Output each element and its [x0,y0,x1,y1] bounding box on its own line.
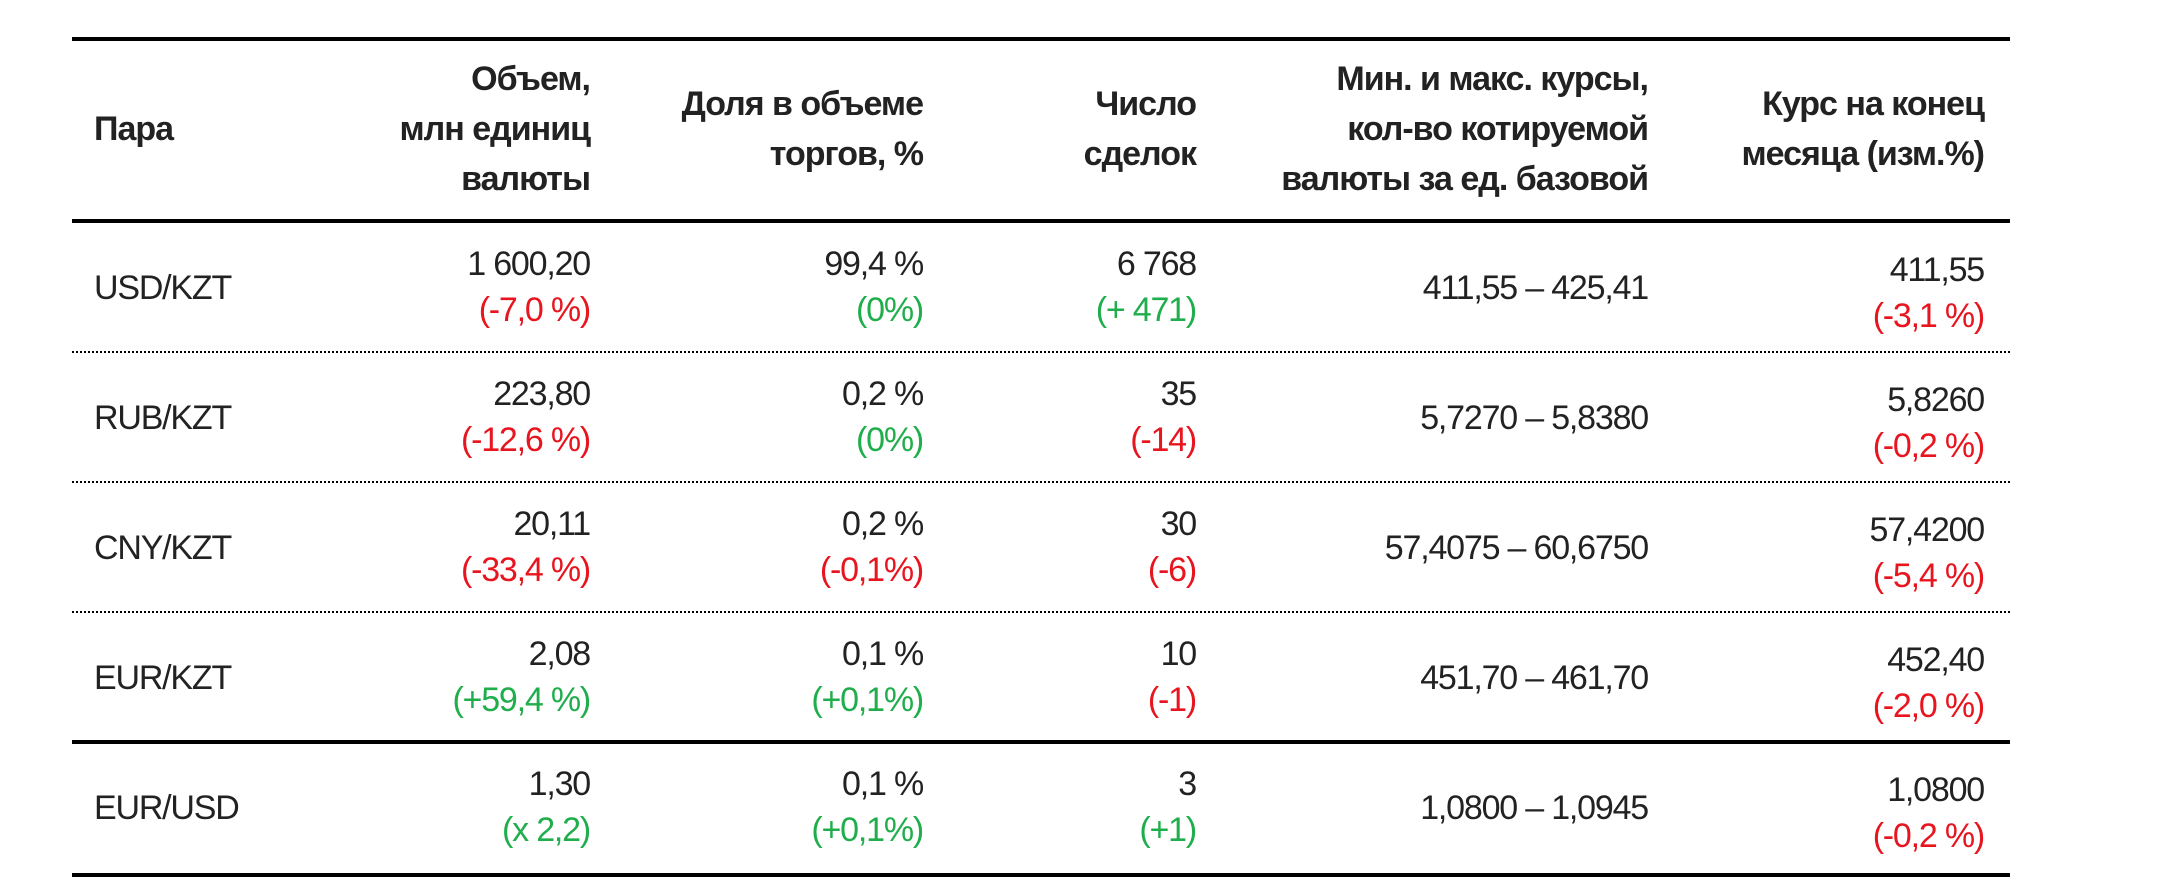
value: 0,2 % [842,375,924,413]
header-cell: Мин. и макс. курсы, [1336,60,1649,98]
change: (-6) [1147,551,1197,589]
rule [72,873,2010,877]
change: (+0,1%) [811,811,924,849]
value: 223,80 [493,375,591,413]
value: 1 600,20 [467,245,591,283]
change: (-0,2 %) [1872,427,1986,465]
range: 411,55 – 425,41 [1422,269,1649,307]
pair-cell: EUR/KZT [94,659,232,697]
change: (-3,1 %) [1872,297,1986,335]
value: 99,4 % [824,245,924,283]
change: (+1) [1139,811,1197,849]
rule [72,219,2010,223]
change: (0%) [856,291,924,329]
change: (+0,1%) [811,681,924,719]
change: (-12,6 %) [460,421,591,459]
value: 1,0800 [1887,771,1985,809]
rule [72,481,2010,483]
change: (-5,4 %) [1872,557,1986,595]
value: 2,08 [528,635,592,673]
pair-cell: RUB/KZT [94,399,232,437]
rule [72,37,2010,41]
header-cell: валюты [461,160,591,198]
change: (+59,4 %) [452,681,591,719]
rule [72,740,2010,744]
value: 452,40 [1887,641,1985,679]
value: 1,30 [528,765,592,803]
change: (-33,4 %) [460,551,591,589]
change: (-2,0 %) [1872,687,1986,725]
range: 57,4075 – 60,6750 [1384,529,1649,567]
value: 20,11 [513,505,591,543]
pair-cell: CNY/KZT [94,529,232,567]
value: 5,8260 [1887,381,1985,419]
range: 5,7270 – 5,8380 [1420,399,1649,437]
header-cell: кол-во котируемой [1347,110,1649,148]
value: 411,55 [1889,251,1985,289]
change: (0%) [856,421,924,459]
value: 3 [1178,765,1197,803]
rule [72,351,2010,353]
change: (+ 471) [1095,291,1197,329]
header-cell: валюты за ед. базовой [1281,160,1649,198]
change: (-14) [1130,421,1197,459]
value: 10 [1160,635,1198,673]
value: 35 [1160,375,1198,413]
pair-cell: USD/KZT [94,269,232,307]
rule [72,611,2010,613]
header-cell: месяца (изм.%) [1741,135,1985,173]
header-cell: сделок [1083,135,1197,173]
header-cell: Число [1095,85,1197,123]
range: 1,0800 – 1,0945 [1420,789,1649,827]
header-cell: Курс на конец [1762,85,1985,123]
value: 0,1 % [842,765,924,803]
value: 6 768 [1116,245,1197,283]
change: (x 2,2) [502,811,591,849]
value: 30 [1160,505,1198,543]
header-cell: Доля в объеме [681,85,924,123]
header-cell: млн единиц [399,110,591,148]
change: (-1) [1147,681,1197,719]
change: (-0,1%) [819,551,924,589]
header-cell: торгов, % [769,135,924,173]
range: 451,70 – 461,70 [1420,659,1649,697]
pair-cell: EUR/USD [94,789,240,827]
change: (-0,2 %) [1872,817,1986,855]
header-cell: Объем, [471,60,591,98]
value: 57,4200 [1869,511,1985,549]
change: (-7,0 %) [478,291,592,329]
header-cell: Пара [94,110,174,148]
value: 0,2 % [842,505,924,543]
value: 0,1 % [842,635,924,673]
